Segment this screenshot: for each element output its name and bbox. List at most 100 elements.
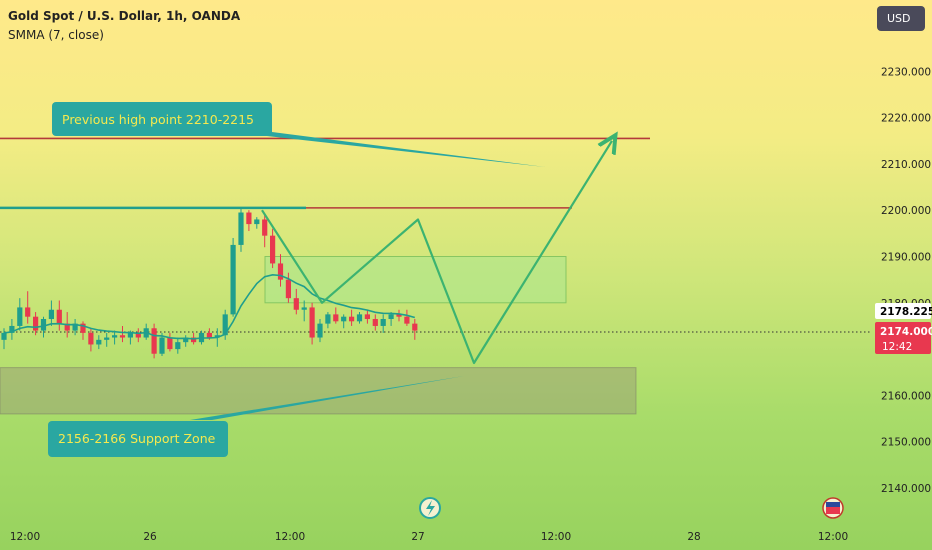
callout-text: Previous high point 2210-2215 <box>62 112 254 127</box>
candle-body <box>48 309 54 320</box>
y-tick-label: 2200.000 <box>881 205 931 217</box>
candle-body <box>56 309 62 324</box>
candle <box>380 314 386 333</box>
candle-body <box>388 314 394 320</box>
candle-body <box>364 314 370 320</box>
candle-body <box>214 335 220 338</box>
candle-body <box>404 316 410 324</box>
candle-body <box>341 316 347 322</box>
candle <box>159 332 165 357</box>
candle-body <box>230 244 236 315</box>
y-tick-label: 2230.000 <box>881 66 931 78</box>
candle <box>9 319 15 340</box>
projection-path <box>261 141 612 365</box>
callout-pointer <box>190 376 464 420</box>
candle <box>254 217 260 229</box>
candle <box>230 237 236 317</box>
candle-body <box>372 319 378 326</box>
callout-text: 2156-2166 Support Zone <box>58 431 216 446</box>
candle <box>238 207 244 252</box>
candle-body <box>127 332 133 338</box>
candle-body <box>135 332 141 338</box>
currency-button[interactable]: USD <box>877 6 925 31</box>
last-price-tag: 2178.225 <box>880 306 932 318</box>
candle-body <box>96 339 102 345</box>
candle <box>167 332 173 352</box>
candle-body <box>17 307 23 326</box>
candle <box>48 300 54 326</box>
candle <box>277 254 284 287</box>
candle-body <box>246 212 252 225</box>
candle-body <box>412 323 418 331</box>
callout-support-zone: 2156-2166 Support Zone <box>48 376 464 457</box>
callout-pointer <box>250 124 545 167</box>
candle <box>356 312 363 324</box>
candle-body <box>301 307 307 310</box>
x-tick-label: 26 <box>143 531 157 543</box>
candle-body <box>222 314 228 336</box>
candle-body <box>33 316 39 331</box>
candle-body <box>254 219 260 225</box>
candle <box>404 309 410 326</box>
candle-body <box>167 337 173 350</box>
candle-body <box>309 307 315 338</box>
candle-body <box>183 337 189 343</box>
candle <box>96 335 102 350</box>
smma-line <box>3 273 416 340</box>
candle <box>33 312 39 336</box>
candle <box>56 300 62 331</box>
candle <box>104 332 110 347</box>
candle-body <box>64 323 70 331</box>
x-tick-label: 12:00 <box>818 531 848 543</box>
candle-body <box>262 219 268 236</box>
candle-body <box>191 337 197 343</box>
candle <box>396 309 402 322</box>
candle <box>151 323 157 359</box>
lightning-icon[interactable] <box>419 497 441 519</box>
candle-body <box>72 323 78 331</box>
candle <box>135 328 141 343</box>
candle <box>388 312 394 326</box>
consolidation-zone <box>264 256 567 304</box>
symbol-title: Gold Spot / U.S. Dollar, 1h, OANDA <box>8 9 241 23</box>
candle <box>119 325 126 343</box>
candle <box>112 330 118 345</box>
candle-body <box>317 323 323 338</box>
current-price-tag-bg <box>875 322 931 354</box>
callout-previous-high: Previous high point 2210-2215 <box>52 102 545 167</box>
candle <box>333 307 339 324</box>
candle-body <box>80 323 86 333</box>
candle <box>88 328 94 352</box>
x-tick-label: 28 <box>687 531 700 543</box>
lightning-icon-bolt <box>426 500 435 516</box>
candle-body <box>104 337 110 340</box>
candle-body <box>238 212 244 245</box>
x-tick-label: 12:00 <box>10 531 40 543</box>
candle-body <box>9 325 15 333</box>
candle <box>372 314 378 331</box>
indicator-label: SMMA (7, close) <box>8 28 104 42</box>
candle <box>285 272 291 303</box>
current-price-tag: 2174.000 <box>880 326 932 338</box>
candle <box>341 314 347 329</box>
callout-box <box>48 421 228 457</box>
x-tick-label: 27 <box>411 531 424 543</box>
candle <box>317 319 323 343</box>
candle-body <box>333 314 339 322</box>
calendar-flag-icon[interactable] <box>822 497 844 519</box>
candle <box>364 309 370 324</box>
y-tick-label: 2210.000 <box>881 159 931 171</box>
candle-body <box>40 319 47 331</box>
y-tick-label: 2150.000 <box>881 437 931 449</box>
candle-body <box>151 328 157 354</box>
candle-body <box>285 279 291 299</box>
candle <box>262 214 268 248</box>
candle-body <box>293 298 299 310</box>
candle <box>143 323 149 340</box>
candle-body <box>175 342 181 350</box>
countdown-label: 12:42 <box>882 341 912 353</box>
candle <box>40 316 47 338</box>
candle <box>349 309 355 326</box>
